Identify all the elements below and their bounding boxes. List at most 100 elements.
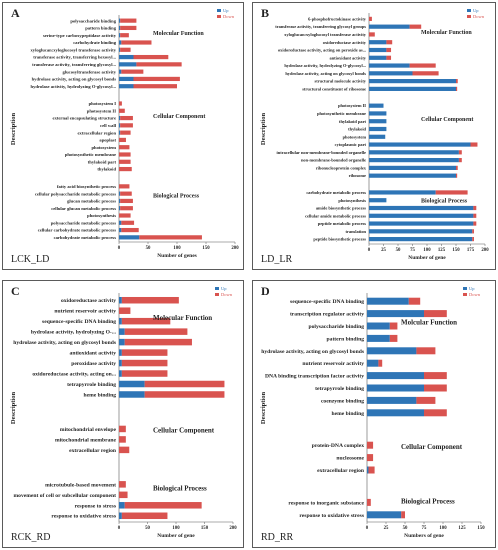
bar-up xyxy=(119,84,134,89)
bar-up xyxy=(119,235,140,240)
bar-up xyxy=(369,24,410,29)
bar-down xyxy=(367,498,371,506)
bar-up xyxy=(369,237,473,242)
bar-up xyxy=(369,213,474,218)
bar-down xyxy=(435,190,468,195)
bar-down xyxy=(119,481,126,488)
bar-down xyxy=(121,349,168,356)
category-label: extracellular region xyxy=(69,448,117,454)
group-title: Cellular Component xyxy=(421,117,473,123)
bar-up xyxy=(119,40,122,45)
bar-up xyxy=(369,205,474,211)
x-axis-label: Numbers of gene xyxy=(404,533,444,539)
panel-a: A Up Down polysaccharide binding pattern bin… xyxy=(2,2,244,270)
bar-up xyxy=(367,310,424,318)
category-label: mitochondrial envelope xyxy=(60,427,117,433)
bar-up xyxy=(119,227,122,233)
bar-up xyxy=(369,126,387,132)
bar-down xyxy=(120,33,129,38)
legend-down-swatch xyxy=(215,293,219,296)
bar-up xyxy=(119,25,121,31)
bar-up xyxy=(369,40,387,45)
group-title: Biological Process xyxy=(401,498,455,506)
panel-caption: LCK_LD xyxy=(11,254,49,265)
bar-down xyxy=(473,221,477,226)
category-label: translation xyxy=(346,229,367,234)
bar-down xyxy=(136,62,182,67)
legend-up-label: Up xyxy=(473,8,479,13)
bar-up xyxy=(119,380,145,388)
bar-down xyxy=(119,137,126,143)
panel-letter: B xyxy=(261,6,269,20)
bar-down xyxy=(119,166,132,172)
bar-up xyxy=(369,158,459,163)
panel-caption: RD_RR xyxy=(261,532,294,543)
category-label: apoplast xyxy=(99,138,116,143)
bar-up xyxy=(369,165,456,170)
category-label: photosynthesis xyxy=(338,198,366,203)
x-tick-label: 150 xyxy=(201,526,209,531)
bar-up xyxy=(369,111,387,116)
bar-down xyxy=(369,32,375,37)
category-label: movement of cell or subcellular componen… xyxy=(14,493,117,499)
bar-down xyxy=(124,328,188,335)
category-label: glucosyltransferase activity xyxy=(63,69,117,74)
x-tick-label: 200 xyxy=(229,526,237,531)
bar-down xyxy=(424,372,447,380)
category-label: heme binding xyxy=(332,411,365,417)
category-label: protein-DNA complex xyxy=(312,443,364,449)
category-label: nutrient reservoir activity xyxy=(54,309,116,315)
bar-down xyxy=(120,115,133,121)
x-axis-label: Number of genes xyxy=(157,253,197,259)
category-label: cellular polysaccharide metabolic proces… xyxy=(35,191,116,196)
bar-down xyxy=(472,237,474,242)
category-label: tetrapyrrole binding xyxy=(67,382,116,388)
bar-up xyxy=(119,191,121,196)
bar-down xyxy=(389,334,398,342)
category-label: polysaccharide binding xyxy=(70,18,116,23)
bar-up xyxy=(119,123,121,128)
bar-up xyxy=(119,502,125,509)
bar-down xyxy=(119,491,128,499)
category-label: non-membrane-bounded organelle xyxy=(301,158,366,163)
bar-up xyxy=(119,317,122,325)
bar-down xyxy=(368,466,375,474)
category-label: glucan metabolic process xyxy=(67,199,116,204)
bar-up xyxy=(119,76,134,82)
bar-down xyxy=(119,152,131,157)
category-label: 6-phosphofructokinase activity xyxy=(308,16,367,21)
bar-down xyxy=(121,220,135,225)
bar-down xyxy=(386,40,393,45)
x-tick-label: 100 xyxy=(172,526,180,531)
group-title: Biological Process xyxy=(153,484,207,492)
group-title: Cellular Component xyxy=(153,427,215,435)
category-label: cell wall xyxy=(100,123,117,128)
bar-down xyxy=(121,512,168,520)
bar-down xyxy=(470,142,478,147)
y-axis-label: Description xyxy=(10,392,17,425)
category-label: ribosome xyxy=(349,173,366,178)
legend-up-label: Up xyxy=(469,286,475,291)
bar-down xyxy=(416,396,436,404)
bar-down xyxy=(119,436,126,443)
x-tick-label: 0 xyxy=(368,248,371,253)
bar-up xyxy=(367,334,390,342)
group-title: Biological Process xyxy=(153,194,200,200)
bar-down xyxy=(473,205,477,211)
x-axis-label: Number of gene xyxy=(408,255,446,261)
legend-up-swatch xyxy=(215,287,219,290)
category-label: pattern binding xyxy=(85,26,116,31)
x-tick-label: 0 xyxy=(118,526,121,531)
bar-up xyxy=(369,71,413,76)
legend-down-swatch xyxy=(217,15,221,18)
bar-up xyxy=(119,220,122,225)
bar-down xyxy=(121,317,171,325)
category-label: response to stress xyxy=(75,503,117,509)
legend-up-swatch xyxy=(463,287,467,290)
group-title: Molecular Function xyxy=(153,314,212,322)
bar-down xyxy=(412,71,439,76)
bar-down xyxy=(456,86,458,91)
category-label: microtubule-based movement xyxy=(45,482,116,488)
